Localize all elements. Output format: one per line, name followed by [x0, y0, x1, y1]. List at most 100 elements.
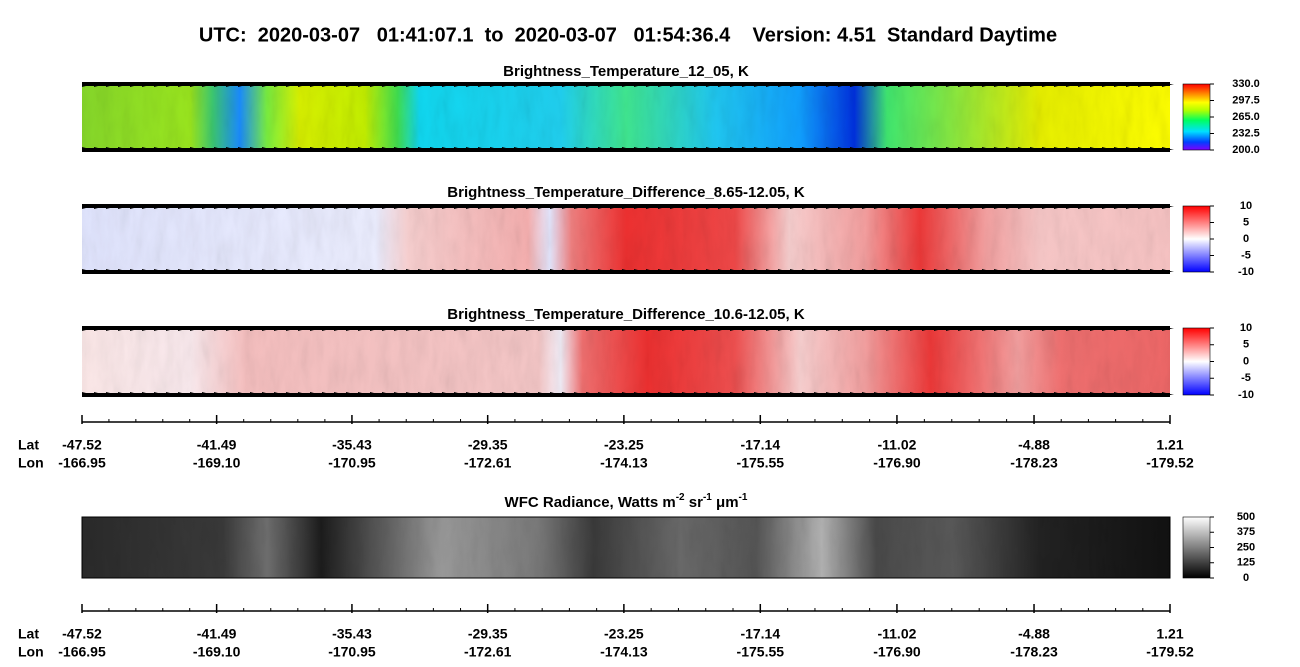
scan-edge-tooth — [970, 84, 982, 87]
scan-edge-tooth — [766, 328, 778, 331]
scan-edge-tooth — [922, 84, 934, 87]
scan-edge-tooth — [442, 392, 454, 395]
scan-edge-tooth — [802, 328, 814, 331]
scan-edge-tooth — [658, 84, 670, 87]
scan-edge-tooth — [226, 269, 238, 272]
scan-edge-tooth — [1102, 328, 1114, 331]
scan-edge-tooth — [682, 328, 694, 331]
scan-edge-tooth — [574, 269, 586, 272]
colorbar-tick-label: 200.0 — [1232, 144, 1260, 156]
scan-edge-tooth — [202, 328, 214, 331]
scan-edge-tooth — [430, 269, 442, 272]
scan-edge-tooth — [754, 206, 766, 209]
scan-edge-tooth — [586, 269, 598, 272]
scan-edge-tooth — [1054, 206, 1066, 209]
scan-edge-tooth — [370, 269, 382, 272]
scan-edge-tooth — [226, 392, 238, 395]
scan-edge-tooth — [1150, 84, 1162, 87]
scan-edge-tooth — [766, 206, 778, 209]
scan-edge-tooth — [490, 84, 502, 87]
scan-edge-tooth — [838, 269, 850, 272]
colorbar-tick-label: 5 — [1243, 216, 1249, 228]
scan-edge-tooth — [274, 206, 286, 209]
scan-edge-tooth — [802, 84, 814, 87]
swath-texture — [82, 328, 1170, 395]
scan-edge-tooth — [1078, 328, 1090, 331]
scan-edge-tooth — [778, 206, 790, 209]
scan-edge-tooth — [262, 392, 274, 395]
scan-edge-tooth — [658, 269, 670, 272]
scan-edge-tooth — [1006, 84, 1018, 87]
scan-edge-tooth — [922, 328, 934, 331]
scan-edge-tooth — [694, 392, 706, 395]
scan-edge-tooth — [634, 392, 646, 395]
colorbar-tick-label: 265.0 — [1232, 111, 1260, 123]
colorbar-tick-label: 250 — [1237, 541, 1255, 553]
scan-edge-tooth — [886, 206, 898, 209]
scan-edge-tooth — [670, 147, 682, 150]
scan-edge-tooth — [502, 269, 514, 272]
scan-edge-tooth — [322, 392, 334, 395]
scan-edge-tooth — [874, 328, 886, 331]
figure-title: UTC: 2020-03-07 01:41:07.1 to 2020-03-07… — [199, 24, 1057, 46]
scan-edge-tooth — [406, 269, 418, 272]
scan-edge-tooth — [910, 392, 922, 395]
scan-edge-tooth — [478, 328, 490, 331]
scan-edge-tooth — [562, 328, 574, 331]
scan-edge-tooth — [1138, 392, 1150, 395]
scan-edge-tooth — [418, 147, 430, 150]
scan-edge-tooth — [622, 206, 634, 209]
scan-edge-tooth — [802, 206, 814, 209]
scan-edge-tooth — [154, 206, 166, 209]
scan-edge-tooth — [658, 147, 670, 150]
title-superscript: -1 — [703, 492, 712, 503]
scan-edge-tooth — [154, 328, 166, 331]
scan-edge-tooth — [1114, 269, 1126, 272]
scan-edge-tooth — [274, 392, 286, 395]
scan-edge-tooth — [730, 328, 742, 331]
scan-edge-tooth — [118, 84, 130, 87]
scan-edge-tooth — [646, 328, 658, 331]
scan-edge-tooth — [94, 206, 106, 209]
scan-edge-tooth — [442, 147, 454, 150]
scan-edge-tooth — [202, 147, 214, 150]
scan-edge-tooth — [634, 328, 646, 331]
scan-edge-tooth — [550, 392, 562, 395]
scan-edge-tooth — [586, 147, 598, 150]
lat-tick-label: 1.21 — [1156, 437, 1183, 453]
scan-edge-tooth — [334, 84, 346, 87]
scan-edge-tooth — [574, 392, 586, 395]
colorbar-tick-label: -5 — [1241, 249, 1251, 261]
scan-edge-tooth — [862, 392, 874, 395]
scan-edge-tooth — [562, 392, 574, 395]
scan-edge-tooth — [898, 84, 910, 87]
scan-edge-tooth — [454, 84, 466, 87]
lat-tick-label: -23.25 — [604, 626, 644, 642]
scan-edge-tooth — [190, 392, 202, 395]
scan-edge-tooth — [1054, 147, 1066, 150]
scan-edge-tooth — [418, 328, 430, 331]
scan-edge-tooth — [778, 269, 790, 272]
scan-edge-tooth — [598, 147, 610, 150]
scan-edge-tooth — [730, 206, 742, 209]
scan-edge-tooth — [946, 147, 958, 150]
axis-row-label: Lat — [18, 626, 39, 642]
title-superscript: -1 — [739, 492, 748, 503]
scan-edge-tooth — [478, 269, 490, 272]
scan-edge-tooth — [214, 84, 226, 87]
scan-edge-tooth — [190, 206, 202, 209]
scan-edge-tooth — [826, 392, 838, 395]
scan-edge-tooth — [154, 392, 166, 395]
scan-edge-tooth — [238, 147, 250, 150]
scan-edge-tooth — [910, 206, 922, 209]
scan-edge-tooth — [538, 147, 550, 150]
scan-edge-tooth — [118, 147, 130, 150]
scan-edge-tooth — [550, 206, 562, 209]
scan-edge-tooth — [214, 269, 226, 272]
scan-edge-tooth — [94, 392, 106, 395]
scan-edge-tooth — [1126, 392, 1138, 395]
scan-edge-tooth — [718, 147, 730, 150]
scan-edge-tooth — [154, 147, 166, 150]
scan-edge-tooth — [1090, 206, 1102, 209]
scan-edge-tooth — [1018, 84, 1030, 87]
